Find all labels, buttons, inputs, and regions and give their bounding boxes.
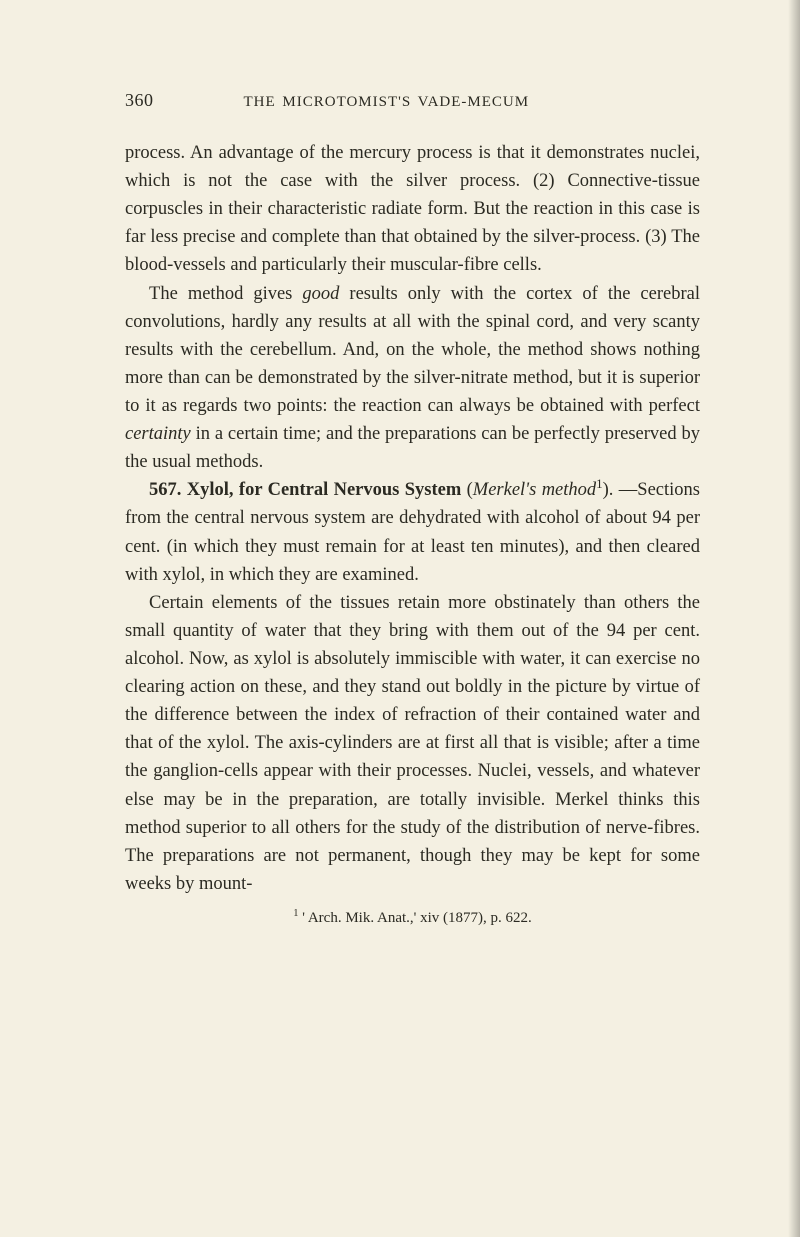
page-container: 360 THE MICROTOMIST'S VADE-MECUM process… bbox=[0, 0, 800, 1237]
p2-certainty-italic: certainty bbox=[125, 424, 191, 444]
running-title: THE MICROTOMIST'S VADE-MECUM bbox=[244, 94, 530, 111]
paragraph-1-text: process. An advantage of the mercury pro… bbox=[125, 143, 700, 275]
paragraph-4: Certain elements of the tissues retain m… bbox=[125, 589, 700, 898]
p3-paren-close: ). bbox=[603, 480, 614, 500]
paragraph-1: process. An advantage of the mercury pro… bbox=[125, 139, 700, 280]
p2-good-italic: good bbox=[302, 284, 339, 304]
body-text: process. An advantage of the mercury pro… bbox=[125, 139, 700, 898]
p3-paren-open: ( bbox=[461, 480, 473, 500]
paragraph-2: The method gives good results only with … bbox=[125, 280, 700, 477]
footnote-text: ' Arch. Mik. Anat.,' xiv (1877), p. 622. bbox=[298, 910, 531, 926]
paragraph-3: 567. Xylol, for Central Nervous System (… bbox=[125, 476, 700, 588]
section-heading: Xylol, for Central Nervous System bbox=[187, 480, 461, 500]
section-number: 567. bbox=[149, 480, 187, 500]
p2-c: in a certain time; and the preparations … bbox=[125, 424, 700, 472]
footnote: 1 ' Arch. Mik. Anat.,' xiv (1877), p. 62… bbox=[125, 908, 700, 929]
page-number: 360 bbox=[125, 90, 154, 111]
p4-text: Certain elements of the tissues retain m… bbox=[125, 593, 700, 894]
page-header: 360 THE MICROTOMIST'S VADE-MECUM bbox=[125, 90, 700, 111]
p2-a: The method gives bbox=[149, 284, 302, 304]
p3-method-italic: Merkel's method bbox=[473, 480, 596, 500]
page-edge-shadow bbox=[788, 0, 800, 1237]
